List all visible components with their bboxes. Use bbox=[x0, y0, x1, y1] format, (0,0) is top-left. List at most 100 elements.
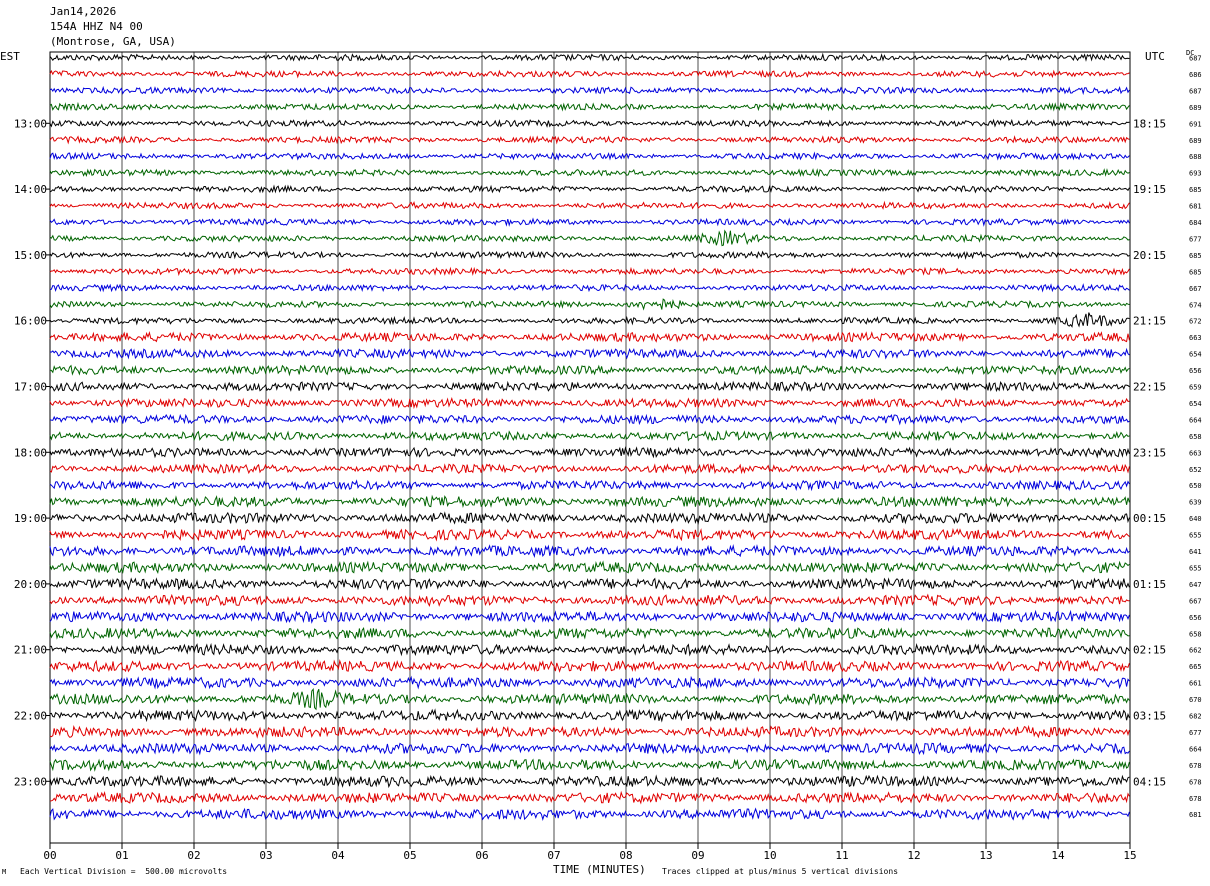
dc-value-label: 688 bbox=[1189, 153, 1202, 161]
x-tick-label: 00 bbox=[43, 849, 56, 862]
dc-value-label: 685 bbox=[1189, 252, 1202, 260]
trace-line bbox=[49, 687, 1130, 711]
dc-value-label: 663 bbox=[1189, 334, 1202, 342]
trace-line bbox=[49, 527, 1130, 542]
dc-value-label: 691 bbox=[1189, 120, 1202, 128]
left-hour-label: 23:00 bbox=[14, 775, 47, 788]
trace-line bbox=[49, 807, 1130, 821]
dc-value-label: 685 bbox=[1189, 268, 1202, 276]
right-hour-label: 02:15 bbox=[1133, 644, 1166, 657]
plot-frame bbox=[49, 51, 1131, 844]
dc-value-label: 650 bbox=[1189, 482, 1202, 490]
dc-value-label: 667 bbox=[1189, 285, 1202, 293]
right-hour-label: 19:15 bbox=[1133, 183, 1166, 196]
right-hour-label: 23:15 bbox=[1133, 446, 1166, 459]
dc-value-label: 654 bbox=[1189, 400, 1202, 408]
right-hour-label: 03:15 bbox=[1133, 710, 1166, 723]
trace-line bbox=[49, 479, 1130, 492]
x-tick-label: 09 bbox=[691, 849, 704, 862]
x-tick-label: 02 bbox=[187, 849, 200, 862]
trace-line bbox=[49, 347, 1130, 360]
trace-line bbox=[49, 560, 1130, 575]
trace-line bbox=[49, 184, 1130, 194]
trace-line bbox=[49, 331, 1130, 343]
right-hour-label: 21:15 bbox=[1133, 315, 1166, 328]
trace-line bbox=[49, 790, 1130, 805]
dc-value-label: 670 bbox=[1189, 696, 1202, 704]
trace-line bbox=[49, 312, 1130, 328]
trace-line bbox=[49, 168, 1130, 178]
dc-value-label: 658 bbox=[1189, 630, 1202, 638]
dc-value-label: 658 bbox=[1189, 433, 1202, 441]
x-tick-label: 15 bbox=[1123, 849, 1136, 862]
dc-value-label: 640 bbox=[1189, 515, 1202, 523]
dc-value-label: 654 bbox=[1189, 351, 1202, 359]
trace-line bbox=[49, 135, 1130, 145]
x-tick-label: 06 bbox=[475, 849, 488, 862]
header-location: (Montrose, GA, USA) bbox=[50, 35, 176, 48]
dc-value-label: 664 bbox=[1189, 416, 1202, 424]
dc-value-label: 655 bbox=[1189, 564, 1202, 572]
dc-value-label: 678 bbox=[1189, 762, 1202, 770]
left-timezone-label: EST bbox=[0, 50, 20, 63]
dc-value-label: 656 bbox=[1189, 614, 1202, 622]
right-hour-label: 22:15 bbox=[1133, 381, 1166, 394]
trace-line bbox=[49, 118, 1130, 128]
chart-grid bbox=[46, 51, 1131, 849]
dc-value-label: 667 bbox=[1189, 597, 1202, 605]
x-tick-label: 01 bbox=[115, 849, 128, 862]
dc-value-label: 663 bbox=[1189, 449, 1202, 457]
dc-value-label: 693 bbox=[1189, 170, 1202, 178]
dc-value-label: 687 bbox=[1189, 55, 1202, 63]
dc-value-label: 686 bbox=[1189, 71, 1202, 79]
trace-line bbox=[49, 494, 1130, 508]
x-tick-label: 10 bbox=[763, 849, 776, 862]
dc-value-label: 647 bbox=[1189, 581, 1202, 589]
clip-note: Traces clipped at plus/minus 5 vertical … bbox=[662, 867, 899, 876]
dc-value-label: 684 bbox=[1189, 219, 1202, 227]
dc-value-label: 659 bbox=[1189, 384, 1202, 392]
trace-line bbox=[49, 462, 1130, 475]
trace-line bbox=[49, 266, 1130, 277]
right-hour-label: 00:15 bbox=[1133, 512, 1166, 525]
left-hour-label: 20:00 bbox=[14, 578, 47, 591]
header-date: Jan14,2026 bbox=[50, 5, 117, 18]
header-station: 154A HHZ N4 00 bbox=[50, 20, 143, 33]
dc-value-label: 685 bbox=[1189, 186, 1202, 194]
trace-line bbox=[49, 708, 1130, 723]
x-tick-label: 14 bbox=[1051, 849, 1065, 862]
x-tick-label: 08 bbox=[619, 849, 632, 862]
x-tick-label: 04 bbox=[331, 849, 345, 862]
left-hour-label: 17:00 bbox=[14, 381, 47, 394]
x-tick-label: 12 bbox=[907, 849, 920, 862]
left-hour-label: 13:00 bbox=[14, 117, 47, 130]
dc-value-label: 641 bbox=[1189, 548, 1202, 556]
trace-line bbox=[49, 151, 1130, 161]
right-hour-label: 20:15 bbox=[1133, 249, 1166, 262]
x-tick-label: 13 bbox=[979, 849, 992, 862]
trace-line bbox=[49, 544, 1130, 558]
trace-line bbox=[49, 577, 1130, 591]
dc-value-label: 661 bbox=[1189, 680, 1202, 688]
x-axis-title: TIME (MINUTES) bbox=[553, 863, 646, 876]
left-hour-label: 16:00 bbox=[14, 315, 47, 328]
dc-value-label: 687 bbox=[1189, 87, 1202, 95]
left-hour-label: 19:00 bbox=[14, 512, 47, 525]
trace-line bbox=[49, 298, 1130, 311]
trace-line bbox=[49, 52, 1130, 62]
dc-value-label: 655 bbox=[1189, 532, 1202, 540]
trace-line bbox=[49, 413, 1130, 426]
trace-line bbox=[49, 364, 1130, 377]
left-hour-label: 14:00 bbox=[14, 183, 47, 196]
dc-value-label: 681 bbox=[1189, 203, 1202, 211]
trace-line bbox=[49, 380, 1130, 393]
trace-line bbox=[49, 742, 1130, 756]
trace-line bbox=[49, 283, 1130, 293]
dc-value-label: 682 bbox=[1189, 713, 1202, 721]
x-tick-label: 05 bbox=[403, 849, 416, 862]
dc-value-label: 677 bbox=[1189, 729, 1202, 737]
trace-line bbox=[49, 757, 1130, 772]
left-hour-label: 21:00 bbox=[14, 644, 47, 657]
dc-value-label: 678 bbox=[1189, 778, 1202, 786]
